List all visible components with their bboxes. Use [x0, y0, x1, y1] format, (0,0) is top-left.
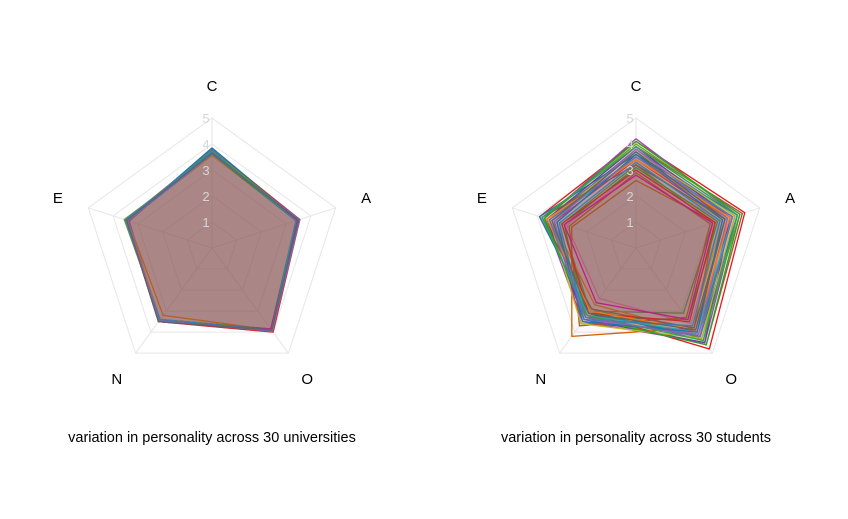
grid-spoke-e — [512, 207, 637, 249]
series-24-polygon — [546, 158, 731, 331]
axis-label-n: N — [111, 371, 122, 388]
series-9-polygon — [571, 179, 716, 337]
axis-label-e: E — [477, 190, 487, 207]
grid-ring-5 — [87, 117, 337, 354]
grid-spoke-a — [635, 207, 760, 249]
grid-ring-3 — [137, 169, 287, 312]
grid-ring-1 — [186, 221, 238, 270]
series-21-polygon — [543, 140, 741, 346]
tick-label-5: 5 — [202, 111, 209, 126]
grid-ring-4 — [112, 143, 312, 333]
grid-ring-2 — [161, 195, 263, 291]
radar-chart-universities: 1 2 3 4 5 C A O N E — [53, 78, 371, 388]
axis-label-c: C — [207, 78, 218, 95]
series-28-polygon — [558, 161, 721, 327]
grid-spoke-e — [88, 207, 213, 249]
caption-universities: variation in personality across 30 unive… — [68, 430, 356, 446]
tick-label-3: 3 — [626, 163, 633, 178]
series-30-polygon — [551, 151, 726, 331]
axis-label-o: O — [301, 371, 313, 388]
axis-label-c: C — [631, 78, 642, 95]
tick-label-3: 3 — [202, 163, 209, 178]
axis-label-o: O — [725, 371, 737, 388]
tick-label-5: 5 — [626, 111, 633, 126]
grid-spoke-a — [211, 207, 336, 249]
series-26-polygon — [563, 174, 714, 321]
grid-spoke-n — [135, 247, 213, 354]
axis-label-n: N — [535, 371, 546, 388]
tick-label-4: 4 — [626, 137, 633, 152]
series-28-polygon — [124, 151, 297, 331]
series-14-polygon — [538, 153, 739, 337]
grid-ring-5 — [511, 117, 761, 354]
series-27-polygon — [541, 145, 739, 342]
axis-label-a: A — [361, 190, 371, 207]
series-3-polygon — [561, 164, 714, 314]
tick-label-1: 1 — [202, 215, 209, 230]
series-15-polygon — [563, 166, 719, 321]
series-29-polygon — [548, 156, 734, 337]
axis-label-e: E — [53, 190, 63, 207]
tick-label-4: 4 — [202, 137, 209, 152]
series-30-polygon — [126, 152, 300, 331]
caption-students: variation in personality across 30 stude… — [501, 430, 771, 446]
tick-label-2: 2 — [626, 189, 633, 204]
axis-label-a: A — [785, 190, 795, 207]
tick-label-1: 1 — [626, 215, 633, 230]
series-22-polygon — [561, 169, 716, 323]
grid-ring-1 — [610, 221, 662, 270]
radar-chart-students: 1 2 3 4 5 C A O N E — [477, 78, 795, 388]
grid-spoke-o — [211, 247, 289, 354]
series-17-polygon — [568, 171, 711, 327]
grid-ring-2 — [585, 195, 687, 291]
tick-label-2: 2 — [202, 189, 209, 204]
